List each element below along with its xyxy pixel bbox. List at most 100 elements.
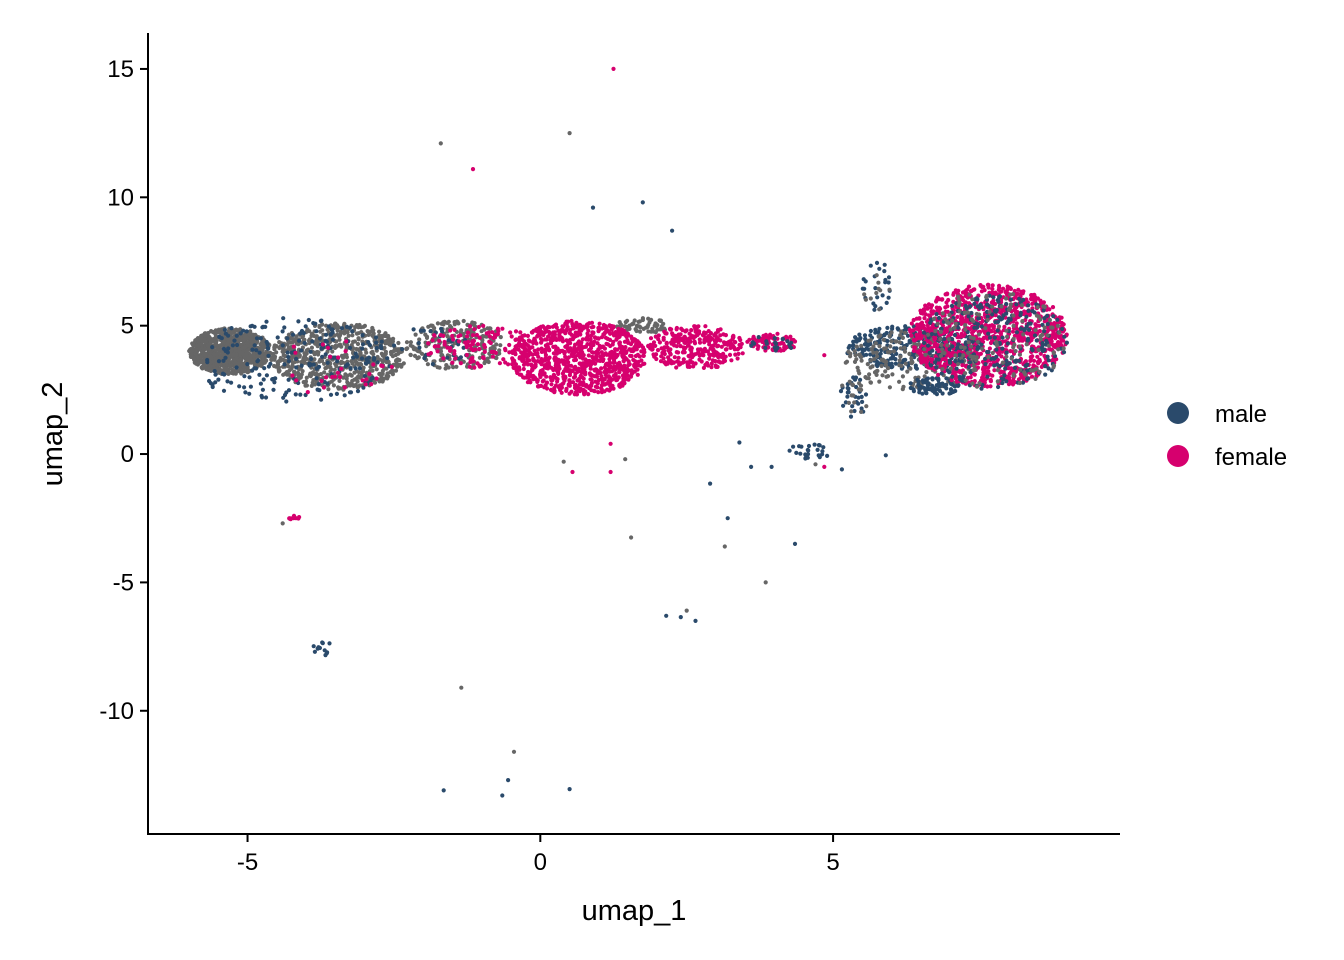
data-point-male: [306, 317, 311, 323]
data-point-female: [568, 327, 573, 332]
data-point-female: [653, 343, 658, 348]
data-point-unlabeled: [492, 346, 497, 351]
data-point-male: [875, 360, 880, 365]
data-point-unlabeled: [884, 374, 889, 379]
data-point-unlabeled: [343, 372, 348, 377]
data-point-unlabeled: [250, 358, 255, 363]
data-point-unlabeled: [897, 379, 902, 384]
data-point-unlabeled: [292, 369, 297, 374]
data-point-female: [620, 351, 625, 356]
data-point-unlabeled: [381, 358, 386, 363]
data-point-unlabeled: [408, 352, 413, 357]
data-point-unlabeled: [924, 370, 929, 375]
data-point-female: [637, 340, 642, 346]
data-point-unlabeled: [213, 348, 218, 353]
data-point-unlabeled: [281, 372, 286, 377]
data-point-male: [359, 356, 365, 361]
data-point-male: [230, 343, 235, 348]
data-point-unlabeled: [355, 341, 361, 347]
data-point-female: [524, 348, 529, 353]
data-point-female: [578, 325, 583, 330]
data-point-male: [917, 390, 922, 395]
data-point-male: [908, 381, 913, 386]
data-point-female: [426, 352, 431, 357]
data-point-unlabeled: [309, 333, 314, 338]
data-point-female: [693, 361, 698, 366]
data-point-unlabeled: [874, 350, 879, 355]
data-point-female: [592, 339, 597, 344]
data-point-female: [687, 364, 692, 369]
data-point-female: [702, 337, 707, 342]
data-point-female: [586, 392, 591, 397]
data-point-female: [520, 358, 525, 363]
data-point-unlabeled: [374, 367, 379, 372]
data-point-unlabeled: [349, 373, 354, 378]
data-point-male: [763, 345, 768, 350]
data-point-unlabeled: [219, 343, 224, 348]
data-point-unlabeled: [486, 359, 491, 365]
data-point-female: [560, 336, 565, 341]
data-point-female: [542, 349, 547, 354]
data-point-male: [439, 326, 444, 331]
data-point-female: [672, 355, 677, 360]
data-point-male: [319, 318, 324, 323]
data-point-male: [244, 329, 249, 334]
data-point-unlabeled: [336, 386, 341, 391]
data-point-female: [582, 390, 587, 396]
data-point-female: [472, 327, 477, 332]
data-point-female: [655, 348, 661, 353]
data-point-female: [674, 325, 680, 331]
data-point-female: [438, 333, 443, 338]
data-point-unlabeled: [897, 358, 902, 363]
data-point-female: [294, 378, 299, 383]
data-point-male: [235, 342, 240, 348]
data-point-female: [435, 349, 440, 354]
data-point-unlabeled: [636, 319, 641, 324]
data-point-female: [592, 389, 597, 394]
data-point-unlabeled: [899, 329, 904, 334]
data-point-male: [247, 375, 252, 380]
data-point-female: [551, 344, 556, 349]
data-point-female: [960, 363, 965, 368]
data-point-male: [378, 344, 383, 349]
data-point-unlabeled: [440, 353, 445, 358]
data-point-unlabeled: [867, 372, 872, 377]
data-point-female: [690, 355, 695, 360]
data-point-female: [613, 347, 618, 352]
data-point-male: [258, 381, 263, 386]
data-point-female: [676, 355, 681, 360]
data-point-male: [286, 377, 291, 382]
data-point-female: [624, 357, 629, 362]
data-point-male: [296, 338, 302, 343]
data-point-male: [922, 386, 928, 391]
data-point-male: [257, 350, 262, 355]
data-point-unlabeled: [900, 387, 905, 392]
data-point-female: [714, 337, 719, 342]
data-point-unlabeled: [314, 334, 319, 339]
data-point-female: [708, 346, 713, 351]
data-point-male: [878, 351, 883, 356]
data-point-male: [248, 384, 253, 389]
data-point-male: [234, 365, 239, 370]
data-point-female: [621, 375, 626, 380]
data-point-unlabeled: [304, 375, 309, 380]
data-point-female: [911, 328, 916, 333]
data-point-unlabeled: [259, 360, 265, 365]
data-point-female: [540, 358, 545, 364]
data-point-unlabeled: [194, 361, 199, 366]
data-point-male: [911, 352, 916, 357]
data-point-female: [946, 297, 951, 303]
data-point-female: [319, 378, 324, 384]
data-point-female: [608, 383, 613, 388]
data-point-female: [529, 362, 534, 367]
data-point-female: [587, 321, 592, 326]
data-point-unlabeled: [205, 343, 210, 348]
data-point-male: [323, 352, 328, 357]
data-point-male: [216, 359, 222, 364]
data-point-male: [903, 357, 908, 362]
data-point-unlabeled: [868, 358, 874, 363]
data-point-female: [478, 364, 484, 369]
data-point-female: [337, 375, 342, 380]
data-point-unlabeled: [307, 329, 312, 334]
